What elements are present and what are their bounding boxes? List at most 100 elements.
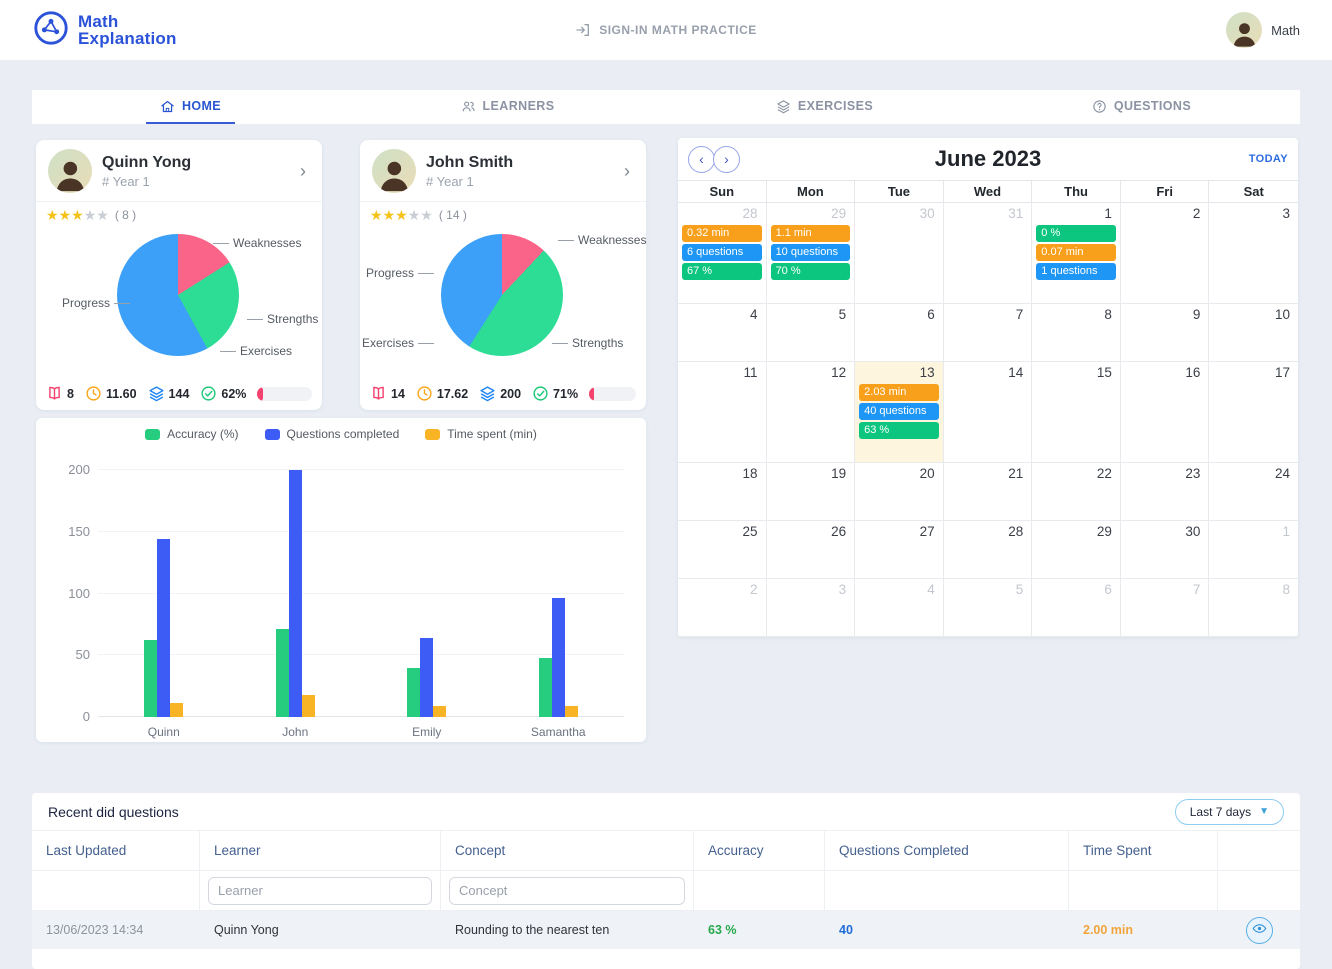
calendar-day-3[interactable]: 3: [1209, 203, 1298, 304]
calendar-day-2[interactable]: 2: [678, 579, 767, 637]
exercises-icon: [776, 99, 791, 114]
calendar-day-8[interactable]: 8: [1209, 579, 1298, 637]
day-number: 4: [750, 307, 758, 322]
calendar-event-questions[interactable]: 1 questions: [1036, 263, 1116, 280]
calendar-event-questions[interactable]: 40 questions: [859, 403, 939, 420]
table-row[interactable]: 13/06/2023 14:34 Quinn Yong Rounding to th…: [32, 911, 1300, 949]
concept-filter-input[interactable]: [449, 876, 685, 905]
calendar-event-accuracy[interactable]: 70 %: [770, 263, 851, 280]
calendar-today-button[interactable]: TODAY: [1248, 153, 1288, 165]
calendar-day-14[interactable]: 14: [943, 362, 1033, 463]
calendar-day-18[interactable]: 18: [678, 463, 767, 521]
calendar-event-accuracy[interactable]: 63 %: [859, 422, 939, 439]
calendar-day-28[interactable]: 28 0.32 min 6 questions 67 %: [678, 203, 767, 304]
chevron-right-icon[interactable]: ›: [624, 161, 630, 181]
tab-home[interactable]: HOME: [32, 90, 349, 124]
tab-questions[interactable]: QUESTIONS: [983, 90, 1300, 124]
calendar-day-3[interactable]: 3: [766, 579, 856, 637]
calendar-day-26[interactable]: 26: [766, 521, 856, 579]
calendar-day-7[interactable]: 7: [1120, 579, 1210, 637]
calendar-day-17[interactable]: 17: [1209, 362, 1298, 463]
calendar-day-16[interactable]: 16: [1120, 362, 1210, 463]
calendar-week: 2 3 4 5 6 7 8: [678, 579, 1298, 637]
date-range-dropdown[interactable]: Last 7 days ▼: [1174, 798, 1284, 825]
calendar-prev-button[interactable]: ‹: [688, 145, 715, 173]
calendar-day-1[interactable]: 1: [1209, 521, 1298, 579]
day-number: 15: [1096, 365, 1112, 380]
calendar-day-6[interactable]: 6: [855, 304, 944, 362]
bar: [407, 667, 421, 717]
calendar-event-time[interactable]: 0.07 min: [1036, 244, 1116, 261]
calendar-day-22[interactable]: 22: [1032, 463, 1121, 521]
calendar-event-time[interactable]: 0.32 min: [682, 225, 762, 242]
star-rating-icons: ★★★★★: [46, 207, 109, 224]
calendar-day-6[interactable]: 6: [1032, 579, 1121, 637]
calendar-day-25[interactable]: 25: [678, 521, 767, 579]
day-number: 21: [1008, 466, 1024, 481]
calendar-day-1[interactable]: 1 0 % 0.07 min 1 questions: [1032, 203, 1121, 304]
day-number: 6: [1104, 582, 1112, 597]
weekday-label: Thu: [1032, 181, 1121, 202]
bar-category-label: Quinn: [147, 725, 180, 739]
app-logo[interactable]: Math Explanation: [32, 9, 177, 52]
day-number: 24: [1274, 466, 1290, 481]
calendar-event-time[interactable]: 1.1 min: [770, 225, 851, 242]
cell-time_spent: 2.00 min: [1083, 923, 1134, 937]
calendar-event-accuracy[interactable]: 67 %: [682, 263, 762, 280]
table-body: 13/06/2023 14:34 Quinn Yong Rounding to th…: [32, 911, 1300, 949]
calendar-weekdays: Sun Mon Tue Wed Thu Fri Sat: [678, 180, 1298, 203]
star-icon: ★: [58, 206, 72, 223]
calendar-day-2[interactable]: 2: [1120, 203, 1210, 304]
check-circle-icon: [532, 385, 549, 402]
calendar-day-30[interactable]: 30: [855, 203, 944, 304]
calendar-grid: 28 0.32 min 6 questions 67 % 29 1.1 min 10 que…: [678, 203, 1298, 637]
calendar-event-accuracy[interactable]: 0 %: [1036, 225, 1116, 242]
calendar-next-button[interactable]: ›: [713, 145, 740, 173]
view-details-button[interactable]: [1245, 916, 1273, 944]
tab-learners[interactable]: LEARNERS: [349, 90, 666, 124]
calendar-day-11[interactable]: 11: [678, 362, 767, 463]
bar-groups: Quinn John Emily Samantha: [98, 470, 624, 739]
calendar-day-29[interactable]: 29 1.1 min 10 questions 70 %: [766, 203, 856, 304]
calendar-event-questions[interactable]: 6 questions: [682, 244, 762, 261]
calendar-day-20[interactable]: 20: [855, 463, 944, 521]
calendar-day-29[interactable]: 29: [1032, 521, 1121, 579]
chevron-right-icon[interactable]: ›: [300, 161, 306, 181]
calendar-day-31[interactable]: 31: [943, 203, 1033, 304]
calendar-day-24[interactable]: 24: [1209, 463, 1298, 521]
calendar-day-12[interactable]: 12: [766, 362, 856, 463]
calendar-day-8[interactable]: 8: [1032, 304, 1121, 362]
calendar-day-21[interactable]: 21: [943, 463, 1033, 521]
calendar-day-5[interactable]: 5: [943, 579, 1033, 637]
user-menu[interactable]: Math: [1226, 12, 1300, 48]
day-number: 2: [1192, 206, 1201, 221]
calendar-day-9[interactable]: 9: [1120, 304, 1210, 362]
legend-swatch: [425, 428, 441, 440]
calendar-event-time[interactable]: 2.03 min: [859, 384, 939, 401]
learner-filter-input[interactable]: [208, 876, 432, 905]
calendar-day-23[interactable]: 23: [1120, 463, 1210, 521]
calendar-header: ‹ › June 2023 TODAY: [678, 138, 1298, 180]
calendar-day-15[interactable]: 15: [1032, 362, 1121, 463]
day-number: 20: [919, 466, 935, 481]
calendar-day-30[interactable]: 30: [1120, 521, 1210, 579]
calendar-day-4[interactable]: 4: [855, 579, 944, 637]
calendar-day-4[interactable]: 4: [678, 304, 767, 362]
gridline: [98, 469, 624, 470]
layers-icon: [479, 385, 496, 402]
day-number: 6: [927, 307, 935, 322]
calendar-day-19[interactable]: 19: [766, 463, 856, 521]
calendar-day-5[interactable]: 5: [766, 304, 856, 362]
day-number: 7: [1192, 582, 1201, 597]
calendar-day-10[interactable]: 10: [1209, 304, 1298, 362]
pie-label-weaknesses: Weaknesses: [209, 236, 301, 250]
calendar-event-questions[interactable]: 10 questions: [770, 244, 851, 261]
learner-name: John Smith: [426, 153, 514, 171]
calendar-day-28[interactable]: 28: [943, 521, 1033, 579]
pie-label-weaknesses: Weaknesses: [554, 233, 646, 247]
calendar-day-13[interactable]: 13 2.03 min 40 questions 63 %: [855, 362, 944, 463]
calendar-day-27[interactable]: 27: [855, 521, 944, 579]
calendar-day-7[interactable]: 7: [943, 304, 1033, 362]
tab-exercises[interactable]: EXERCISES: [666, 90, 983, 124]
signin-math-practice-link[interactable]: SIGN-IN MATH PRACTICE: [0, 0, 1332, 60]
